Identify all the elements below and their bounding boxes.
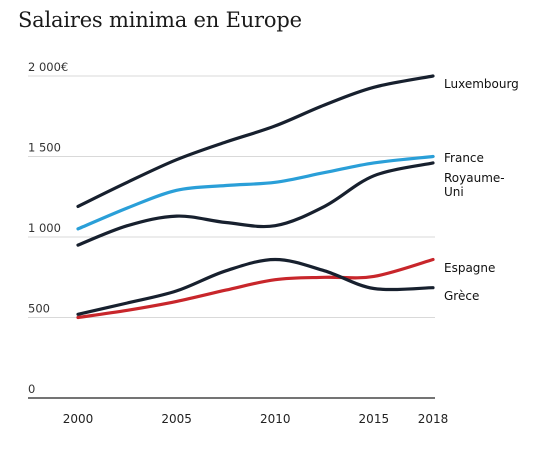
series-line-france — [76, 154, 435, 231]
series-labels: Luxembourg France Royaume-Uni Espagne Grèce — [444, 77, 519, 303]
y-tick-label: 1 000 — [28, 221, 61, 235]
chart-title: Salaires minima en Europe — [18, 8, 302, 32]
x-tick-label: 2000 — [63, 412, 94, 426]
series-line-luxembourg — [76, 74, 435, 208]
series-line-espagne — [76, 257, 435, 320]
x-tick-label: 2018 — [418, 412, 449, 426]
x-axis-ticks: 2000 2005 2010 2015 2018 — [63, 412, 449, 426]
series-label: Espagne — [444, 261, 495, 275]
series-label: Grèce — [444, 289, 479, 303]
series-label: France — [444, 151, 484, 165]
y-axis-ticks: 0 500 1 000 1 500 2 000€ — [28, 60, 68, 396]
x-tick-label: 2010 — [260, 412, 291, 426]
series-label: Uni — [444, 185, 464, 199]
y-tick-label: 2 000€ — [28, 60, 68, 74]
y-tick-label: 500 — [28, 302, 50, 316]
y-tick-label: 0 — [28, 382, 35, 396]
x-tick-label: 2005 — [161, 412, 192, 426]
series-label: Luxembourg — [444, 77, 519, 91]
x-tick-label: 2015 — [359, 412, 390, 426]
series-lines — [76, 74, 435, 320]
gridlines — [28, 75, 435, 399]
series-line-gr-ce — [76, 257, 435, 316]
series-line-royaume-uni — [76, 161, 435, 247]
y-tick-label: 1 500 — [28, 141, 61, 155]
series-label: Royaume- — [444, 171, 505, 185]
